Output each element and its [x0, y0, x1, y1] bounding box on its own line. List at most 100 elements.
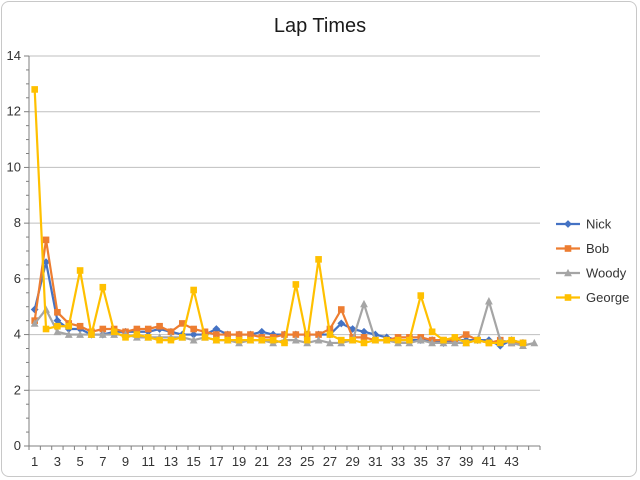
data-point	[179, 334, 186, 341]
data-point	[190, 325, 197, 333]
data-point	[281, 339, 288, 347]
data-point	[428, 328, 436, 336]
data-point	[167, 336, 175, 344]
data-point	[31, 86, 38, 93]
data-point	[474, 336, 481, 344]
x-tick-label: 19	[232, 454, 246, 469]
data-point	[99, 325, 107, 333]
x-tick-label: 3	[54, 454, 61, 469]
data-point	[201, 328, 209, 336]
data-point	[189, 336, 198, 344]
data-point	[337, 306, 345, 313]
x-tick-label: 17	[209, 454, 223, 469]
data-point	[76, 267, 84, 274]
data-point	[133, 325, 141, 333]
data-point	[428, 338, 437, 347]
data-point	[360, 339, 368, 347]
data-point	[337, 336, 345, 344]
data-point	[394, 336, 402, 344]
legend-label: George	[586, 290, 629, 305]
data-point	[213, 331, 220, 338]
x-tick-label: 41	[482, 454, 496, 469]
data-point	[349, 336, 356, 344]
data-point	[291, 336, 300, 344]
data-point	[213, 336, 220, 344]
data-point	[303, 336, 311, 344]
axes	[24, 55, 541, 450]
data-point	[76, 322, 84, 330]
data-point	[247, 331, 254, 338]
legend: Nick Bob Woody George	[556, 217, 629, 305]
chart-title: Lap Times	[274, 15, 366, 37]
data-point	[235, 336, 243, 344]
data-point	[530, 338, 539, 347]
x-tick-label: 13	[164, 454, 178, 469]
data-point	[360, 299, 368, 308]
data-point	[42, 236, 50, 244]
data-point	[179, 320, 186, 327]
data-point	[326, 338, 334, 347]
data-point	[54, 308, 61, 316]
x-tick-label: 21	[255, 454, 269, 469]
data-point	[337, 319, 346, 328]
legend-entry-george: George	[556, 290, 629, 305]
series-george	[31, 86, 527, 347]
data-point	[416, 336, 425, 344]
legend-marker	[564, 245, 572, 252]
data-point	[440, 336, 447, 344]
data-point	[417, 292, 425, 299]
data-point	[65, 322, 73, 330]
x-tick-label: 5	[76, 454, 83, 469]
y-tick-label: 0	[14, 438, 21, 453]
data-point	[519, 339, 527, 347]
data-point	[88, 331, 95, 338]
data-point	[508, 336, 515, 344]
x-tick-label: 1	[31, 454, 38, 469]
data-point	[360, 327, 368, 336]
y-axis-ticks: 0 2 4 6 8 10 12 14	[7, 48, 21, 453]
data-point	[372, 336, 379, 344]
data-point	[224, 336, 232, 344]
y-tick-label: 8	[14, 215, 21, 230]
x-tick-label: 43	[504, 454, 518, 469]
y-tick-label: 14	[7, 48, 21, 63]
legend-marker	[564, 268, 572, 277]
data-point	[314, 336, 323, 344]
data-point	[450, 338, 459, 347]
data-point	[156, 336, 163, 344]
data-point	[462, 331, 470, 338]
data-point	[315, 256, 322, 263]
series-layer	[30, 86, 539, 350]
data-point	[292, 281, 300, 288]
data-point	[406, 336, 413, 344]
data-point	[485, 297, 493, 305]
data-point	[269, 336, 277, 344]
legend-entry-woody: Woody	[556, 266, 627, 281]
data-point	[30, 305, 39, 314]
x-tick-label: 9	[122, 454, 129, 469]
data-point	[360, 334, 368, 341]
data-point	[53, 316, 62, 325]
series-line	[33, 89, 524, 345]
x-tick-label: 35	[414, 454, 428, 469]
x-axis-ticks: 1 3 5 7 9 11 13 15 17 19 21 23 25 27 29 31 33 35 37 39 41 43	[31, 454, 519, 469]
data-point	[167, 328, 175, 336]
data-point	[30, 319, 39, 327]
data-point	[451, 334, 459, 341]
data-point	[99, 283, 107, 291]
y-tick-label: 6	[14, 271, 21, 286]
data-point	[224, 331, 232, 338]
y-tick-label: 12	[7, 104, 21, 119]
data-point	[42, 325, 50, 333]
data-point	[292, 331, 300, 338]
data-point	[462, 339, 470, 347]
x-tick-label: 29	[345, 454, 359, 469]
series-bob	[31, 236, 527, 347]
legend-label: Bob	[586, 241, 609, 256]
y-tick-label: 10	[7, 159, 21, 174]
data-point	[247, 336, 254, 344]
data-point	[64, 330, 73, 338]
x-tick-label: 27	[323, 454, 337, 469]
